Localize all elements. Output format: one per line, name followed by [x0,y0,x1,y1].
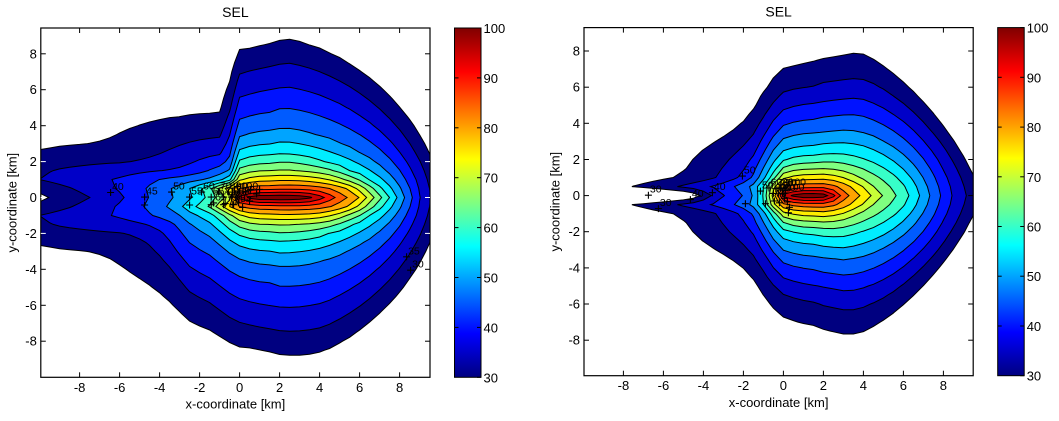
svg-text:SEL: SEL [765,4,792,20]
svg-text:40: 40 [1027,319,1041,334]
svg-text:-4: -4 [154,380,166,395]
svg-text:70: 70 [777,177,789,189]
svg-text:30: 30 [412,259,424,271]
svg-text:50: 50 [1027,269,1041,284]
svg-text:50: 50 [484,271,498,286]
svg-text:55: 55 [191,186,203,198]
svg-text:85: 85 [234,193,246,205]
svg-text:-6: -6 [568,297,580,312]
svg-text:100: 100 [484,21,506,36]
svg-text:50: 50 [173,181,185,193]
svg-text:-4: -4 [25,262,37,277]
svg-text:70: 70 [1027,170,1041,185]
svg-text:4: 4 [316,380,323,395]
svg-text:30: 30 [660,197,672,209]
svg-text:50: 50 [744,165,756,177]
svg-text:-2: -2 [568,224,580,239]
svg-text:4: 4 [30,118,37,133]
svg-text:8: 8 [396,380,403,395]
svg-text:-8: -8 [618,378,630,393]
svg-text:8: 8 [30,46,37,61]
svg-text:90: 90 [1027,70,1041,85]
svg-text:6: 6 [573,80,580,95]
svg-text:75: 75 [227,192,239,204]
svg-text:x-coordinate [km]: x-coordinate [km] [186,397,286,412]
svg-text:-4: -4 [698,378,710,393]
svg-text:0: 0 [30,190,37,205]
svg-text:80: 80 [484,121,498,136]
svg-text:y-coordinate [km]: y-coordinate [km] [548,152,563,252]
svg-text:SEL: SEL [222,4,249,20]
svg-text:-2: -2 [738,378,750,393]
svg-text:2: 2 [30,154,37,169]
svg-text:80: 80 [782,177,794,189]
svg-text:30: 30 [484,370,498,385]
svg-text:80: 80 [1027,120,1041,135]
svg-text:60: 60 [1027,220,1041,235]
svg-text:90: 90 [484,71,498,86]
svg-text:45: 45 [146,186,158,198]
svg-text:30: 30 [650,184,662,196]
svg-text:y-coordinate [km]: y-coordinate [km] [4,153,19,253]
svg-text:0: 0 [780,378,787,393]
svg-text:-2: -2 [194,380,206,395]
svg-text:90: 90 [785,177,797,189]
svg-text:40: 40 [692,188,704,200]
svg-text:x-coordinate [km]: x-coordinate [km] [729,395,829,410]
svg-text:60: 60 [771,177,783,189]
svg-text:8: 8 [573,44,580,59]
svg-text:-6: -6 [114,380,126,395]
svg-text:100: 100 [1027,21,1049,36]
svg-text:8: 8 [940,378,947,393]
svg-text:4: 4 [860,378,867,393]
svg-text:95: 95 [240,191,252,203]
svg-text:40: 40 [484,320,498,335]
svg-text:40: 40 [112,181,124,193]
svg-text:65: 65 [215,191,227,203]
svg-text:-8: -8 [25,334,37,349]
svg-text:100: 100 [789,177,807,189]
svg-text:30: 30 [1027,369,1041,384]
svg-text:-8: -8 [568,333,580,348]
svg-text:-2: -2 [25,226,37,241]
svg-text:-8: -8 [74,380,86,395]
svg-text:40: 40 [714,181,726,193]
svg-text:60: 60 [484,221,498,236]
svg-text:2: 2 [276,380,283,395]
svg-text:35: 35 [408,245,420,257]
svg-text:70: 70 [484,171,498,186]
svg-text:4: 4 [573,116,580,131]
svg-text:6: 6 [30,82,37,97]
svg-text:6: 6 [356,380,363,395]
svg-text:60: 60 [203,181,215,193]
svg-text:90: 90 [236,181,248,193]
svg-text:-6: -6 [25,298,37,313]
svg-text:-6: -6 [658,378,670,393]
svg-text:2: 2 [820,378,827,393]
svg-text:0: 0 [236,380,243,395]
svg-text:2: 2 [573,152,580,167]
svg-text:-4: -4 [568,260,580,275]
svg-text:50: 50 [762,180,774,192]
svg-text:70: 70 [220,181,232,193]
svg-text:100: 100 [787,181,805,193]
svg-text:0: 0 [573,188,580,203]
svg-text:6: 6 [900,378,907,393]
